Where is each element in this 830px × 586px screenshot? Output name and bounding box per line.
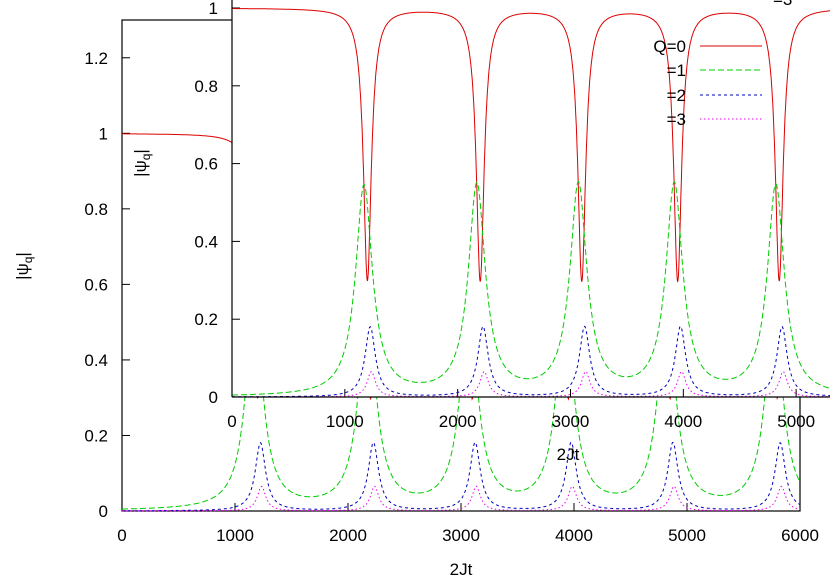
legend-label-3: =3 [667, 110, 686, 129]
main-series-2 [122, 441, 801, 512]
main-x-tick-label: 0 [117, 526, 126, 545]
inset-y-tick-label: 1 [209, 0, 218, 18]
main-x-axis-label: 2Jt [450, 560, 473, 579]
inset-x-tick-label: 2000 [439, 412, 477, 431]
main-y-tick-label: 0.2 [84, 426, 108, 445]
main-y-tick-label: 0.8 [84, 200, 108, 219]
inset-y-axis-label: |ψq| [131, 149, 153, 177]
inset-x-tick-label: 3000 [552, 412, 590, 431]
overflow-legend-label: =3 [773, 0, 792, 9]
main-x-tick-label: 3000 [442, 526, 480, 545]
legend: Q=0 =1 =2 =3 [653, 37, 762, 129]
legend-label-1: =1 [667, 61, 686, 80]
main-x-tick-label: 2000 [329, 526, 367, 545]
main-axes: 0 1000 2000 3000 4000 5000 6000 0 0.2 0.4 0.6 0.8 1 1… [84, 49, 819, 545]
inset-x-tick-label: 4000 [664, 412, 702, 431]
inset-x-tick-label: 0 [227, 412, 236, 431]
main-y-tick-label: 0 [99, 502, 108, 521]
inset-axes: 0 1000 2000 3000 4000 5000 0 0.2 0.4 0.6 0.8 1 [194, 0, 815, 431]
main-x-tick-label: 5000 [668, 526, 706, 545]
main-x-tick-label: 4000 [555, 526, 593, 545]
inset-x-tick-label: 5000 [777, 412, 815, 431]
inset-y-tick-label: 0.4 [194, 232, 218, 251]
main-x-tick-label: 6000 [781, 526, 819, 545]
main-y-tick-label: 0.4 [84, 351, 108, 370]
inset-y-tick-label: 0 [209, 388, 218, 407]
main-y-tick-label: 1.2 [84, 49, 108, 68]
main-x-tick-label: 1000 [216, 526, 254, 545]
inset-y-tick-label: 0.8 [194, 77, 218, 96]
inset-series-2 [232, 325, 830, 398]
main-series-3 [122, 485, 800, 512]
inset-background [232, 8, 830, 397]
inset-series-1 [232, 180, 830, 396]
inset-series-0 [232, 8, 830, 283]
inset-x-axis-label: 2Jt [557, 445, 580, 464]
inset-y-tick-label: 0.6 [194, 155, 218, 174]
main-y-tick-label: 1 [99, 124, 108, 143]
legend-label-2: =2 [667, 86, 686, 105]
main-y-tick-label: 0.6 [84, 275, 108, 294]
main-y-axis-label: |ψq| [13, 252, 35, 280]
inset-x-tick-label: 1000 [326, 412, 364, 431]
inset-y-tick-label: 0.2 [194, 310, 218, 329]
legend-label-0: Q=0 [653, 37, 686, 56]
